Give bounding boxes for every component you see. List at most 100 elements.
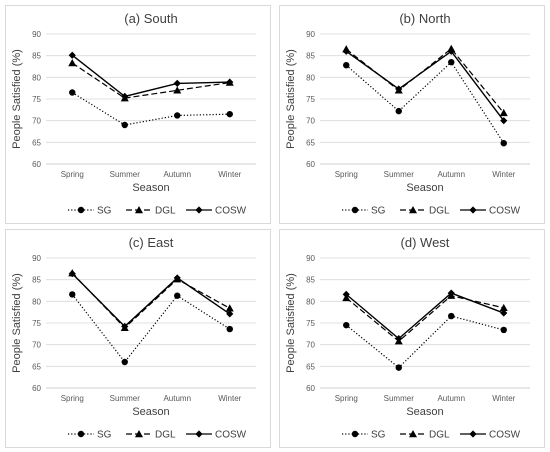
series-line-dgl [345,295,504,342]
chart-title: (c) East [129,235,174,250]
series-line-dgl [345,47,505,114]
data-point-sg [448,312,455,320]
y-tick-label: 75 [32,95,41,104]
series-line-dgl [71,62,230,99]
data-point-dgl [225,304,234,312]
y-tick-label: 75 [32,319,41,328]
chart-title: (a) South [124,11,177,26]
y-tick-label: 85 [32,52,41,61]
chart-svg-east: (c) East 60 65 70 75 80 85 90 Spring Summer Autumn… [11,235,256,441]
legend-label-sg: SG [97,430,112,441]
data-point-dgl [68,59,77,67]
legend-label-cosw: COSW [215,206,247,217]
y-tick-label: 70 [306,117,315,126]
y-tick-label: 70 [306,341,315,350]
data-point-sg [395,364,402,371]
y-axis-label: People Satisfied (%) [285,273,297,373]
legend-marker-dgl [135,206,143,214]
data-point-cosw [500,117,508,125]
series-line-sg [345,315,504,369]
y-tick-label: 70 [32,341,41,350]
legend-marker-cosw [469,206,477,214]
series-line-sg [345,61,505,144]
y-tick-label: 80 [32,73,41,82]
legend-marker-sg [351,430,359,438]
legend-marker-sg [351,206,359,214]
x-tick-label: Winter [492,170,515,179]
y-tick-label: 90 [306,30,315,39]
y-tick-label: 70 [32,117,41,126]
y-tick-label: 85 [306,276,315,285]
x-tick-label: Spring [335,170,358,179]
legend-label-sg: SG [371,430,386,441]
legend-marker-dgl [135,430,143,438]
chart-svg-west: (d) West 60 65 70 75 80 85 90 Spring Summer Autumn… [285,235,530,441]
y-axis-label: People Satisfied (%) [11,273,23,373]
y-tick-label: 80 [306,73,315,82]
chart-title: (d) West [401,235,450,250]
x-axis-label: Season [406,182,443,194]
y-tick-label: 80 [32,297,41,306]
series-line-sg [71,294,231,363]
y-tick-label: 60 [306,384,315,393]
x-tick-label: Autumn [437,394,465,403]
data-point-sg [226,325,233,333]
data-point-sg [448,58,455,66]
data-point-dgl [173,86,182,94]
data-point-cosw [500,309,508,317]
data-point-sg [69,89,76,96]
data-point-cosw [395,335,403,343]
chart-panel-east: (c) East 60 65 70 75 80 85 90 Spring Summer Autumn… [5,229,271,448]
data-point-sg [343,62,350,69]
x-axis-label: Season [406,406,443,418]
chart-svg-south: (a) South 60 65 70 75 80 85 90 Spring Summer Autum… [11,11,256,217]
legend-marker-cosw [195,206,203,214]
legend-label-cosw: COSW [489,206,521,217]
y-tick-label: 65 [32,362,41,371]
x-tick-label: Spring [61,170,84,179]
y-tick-label: 65 [306,138,315,147]
y-tick-label: 75 [306,319,315,328]
legend-label-sg: SG [371,206,386,217]
y-tick-label: 60 [32,384,41,393]
x-tick-label: Summer [384,394,415,403]
data-point-cosw [342,47,350,55]
x-tick-label: Autumn [437,170,465,179]
x-tick-label: Winter [218,394,241,403]
chart-svg-north: (b) North 60 65 70 75 80 85 90 Spring Summer Autum… [285,11,530,217]
y-tick-label: 60 [32,160,41,169]
data-point-cosw [68,51,76,59]
data-point-cosw [121,92,129,100]
data-point-sg [69,291,76,298]
x-tick-label: Summer [110,394,141,403]
data-point-cosw [395,85,403,93]
data-point-sg [500,326,507,334]
x-tick-label: Summer [110,170,141,179]
data-point-cosw [447,289,455,297]
series-line-cosw [71,273,231,328]
legend-label-dgl: DGL [429,206,450,217]
x-tick-label: Autumn [163,170,191,179]
legend-label-sg: SG [97,206,112,217]
data-point-sg [500,140,507,147]
data-point-sg [395,107,402,115]
chart-title: (b) North [399,11,450,26]
legend-marker-dgl [409,206,417,214]
x-tick-label: Autumn [163,394,191,403]
x-axis-label: Season [132,406,169,418]
y-tick-label: 90 [306,254,315,263]
data-point-sg [121,358,128,366]
data-point-cosw [173,79,181,87]
x-tick-label: Spring [335,394,358,403]
x-tick-label: Winter [218,170,241,179]
y-tick-label: 85 [306,52,315,61]
legend-marker-dgl [409,430,417,438]
series-line-sg [71,91,230,126]
chart-panel-north: (b) North 60 65 70 75 80 85 90 Spring Summer Autum… [279,5,545,224]
y-tick-label: 80 [306,297,315,306]
x-tick-label: Winter [492,394,515,403]
data-point-sg [226,110,233,118]
series-line-dgl [71,272,231,329]
data-point-sg [174,292,181,299]
data-point-cosw [447,47,455,55]
